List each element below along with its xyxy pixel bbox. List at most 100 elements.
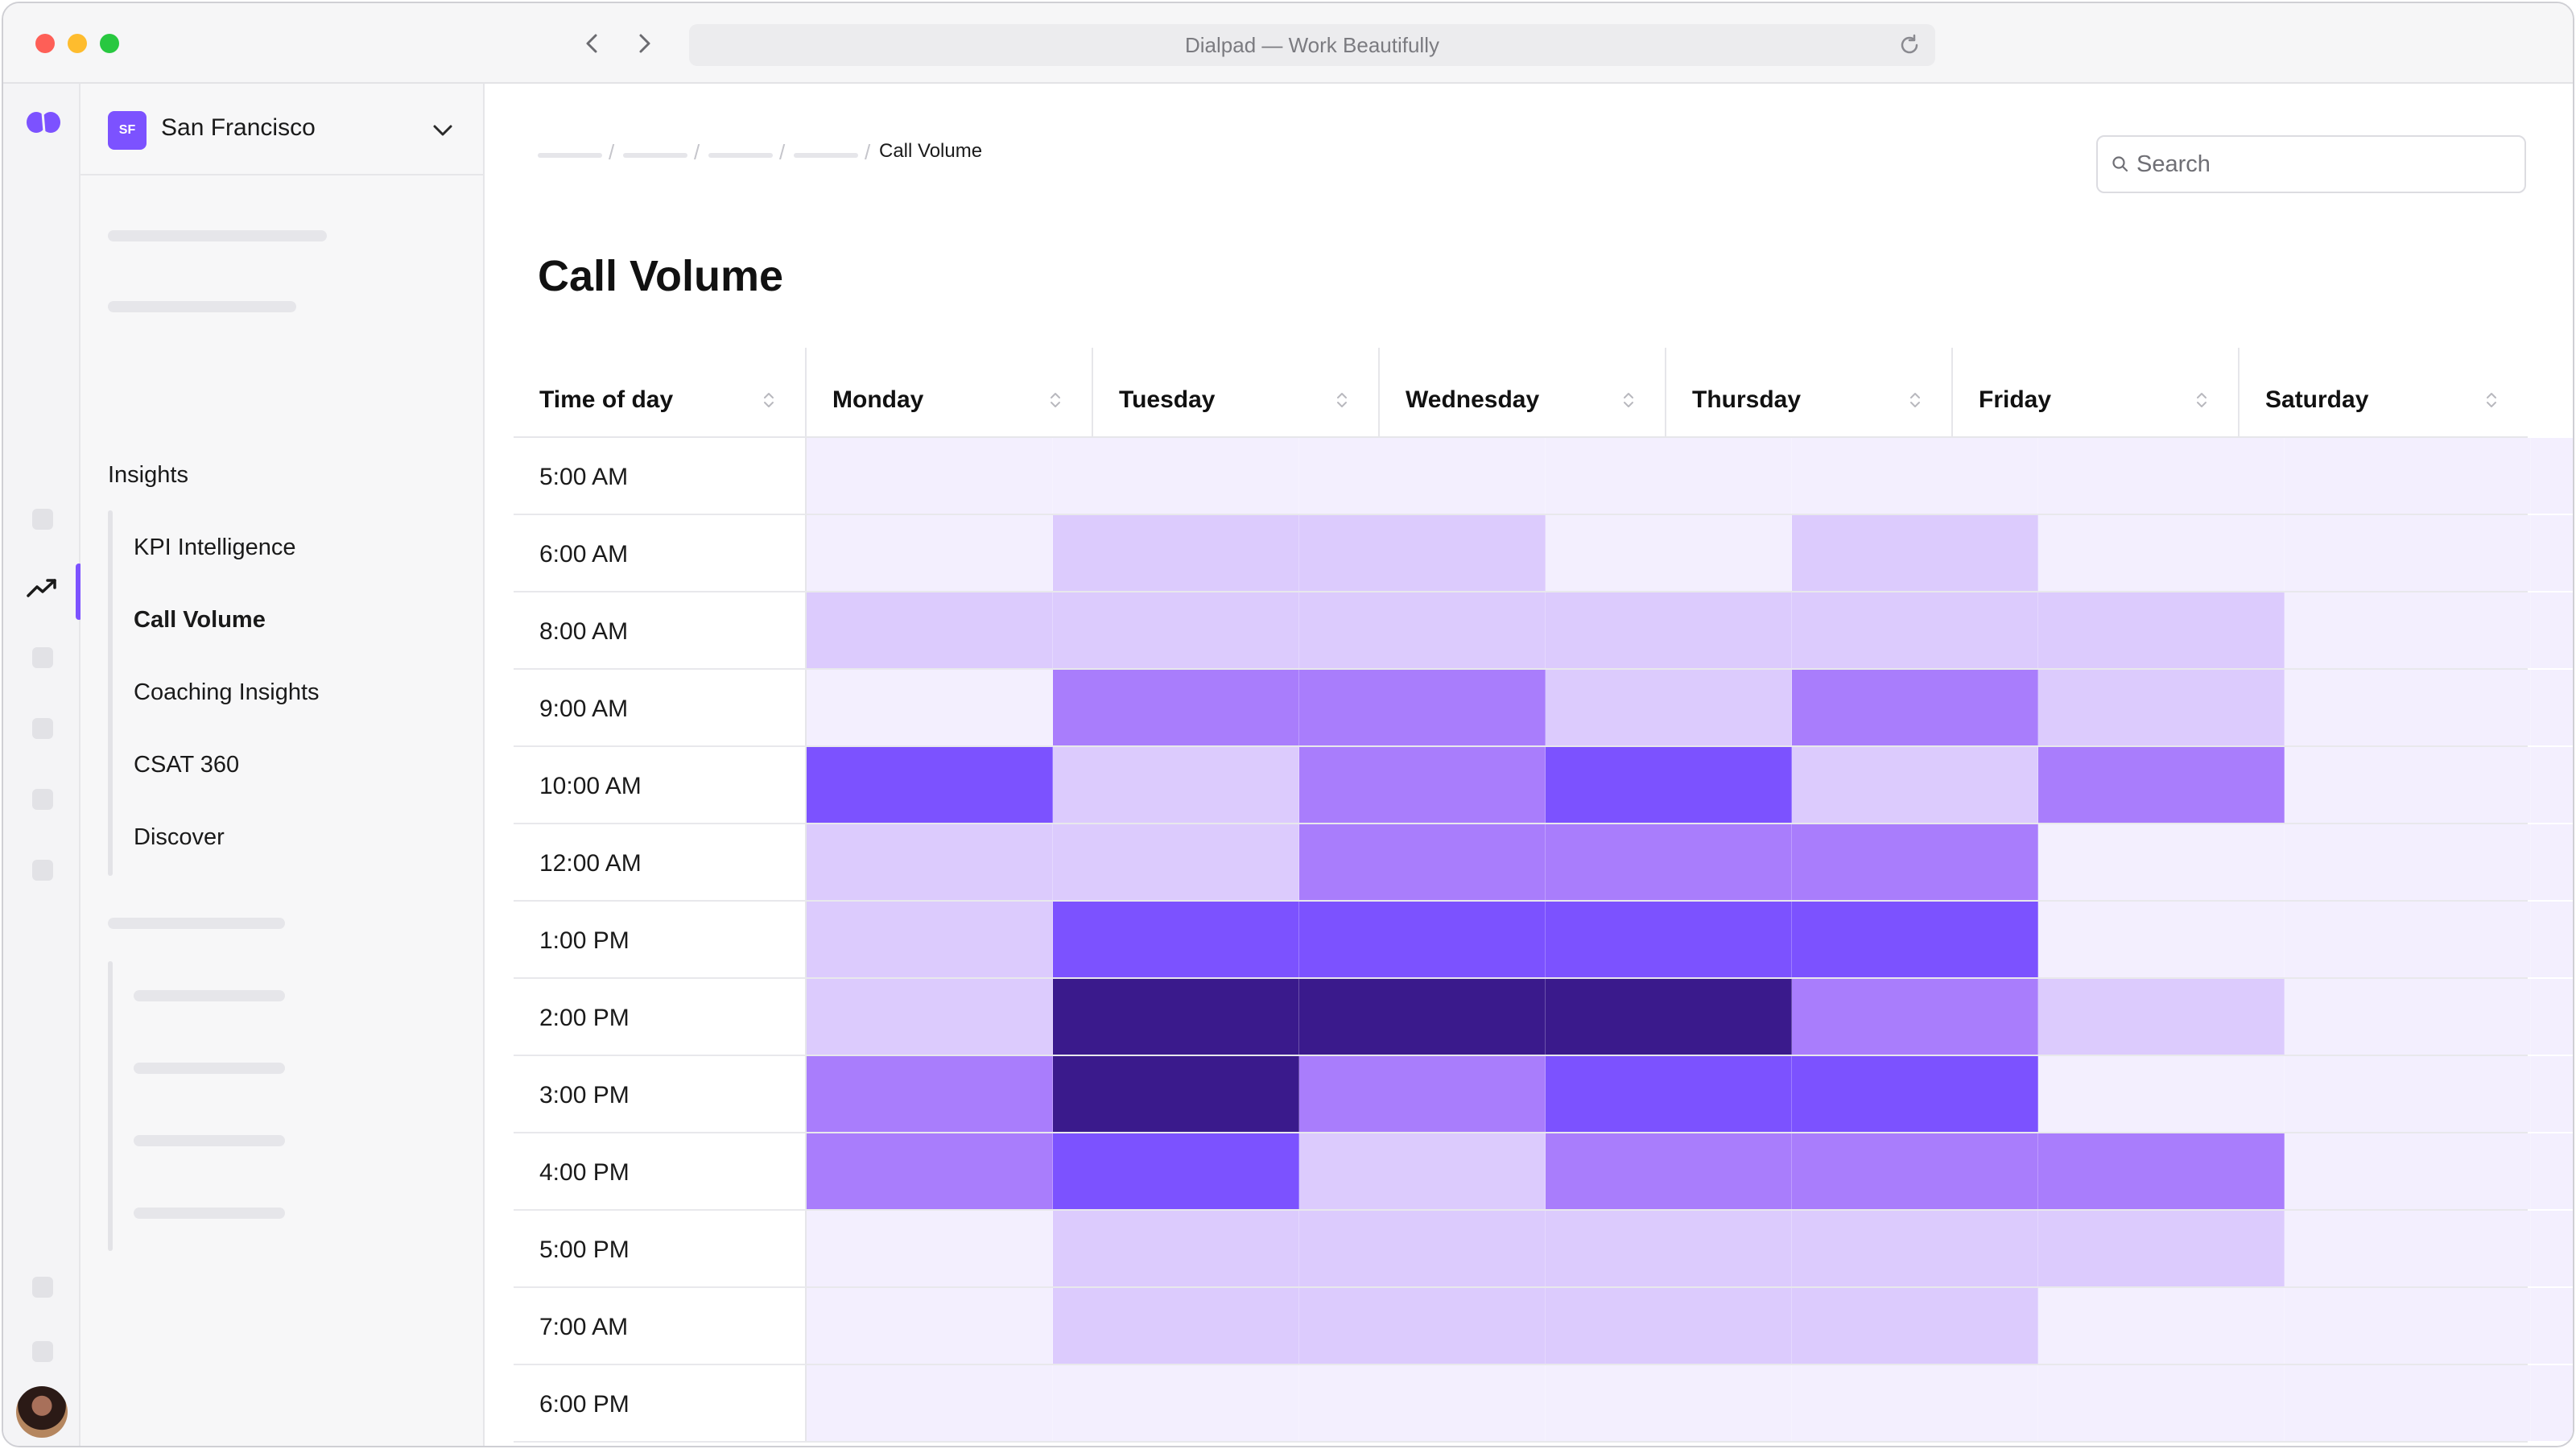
rail-placeholder-icon[interactable] bbox=[32, 789, 53, 810]
heatmap-cell[interactable] bbox=[2285, 747, 2531, 823]
heatmap-cell[interactable] bbox=[1053, 824, 1299, 900]
heatmap-cell[interactable] bbox=[1299, 902, 1546, 977]
heatmap-cell[interactable] bbox=[807, 824, 1053, 900]
insights-rail-button[interactable] bbox=[24, 570, 60, 605]
heatmap-cell[interactable] bbox=[2285, 1288, 2531, 1364]
heatmap-cell[interactable] bbox=[807, 747, 1053, 823]
heatmap-cell[interactable] bbox=[1299, 438, 1546, 514]
heatmap-cell[interactable] bbox=[1792, 1211, 2038, 1286]
heatmap-cell[interactable] bbox=[1053, 592, 1299, 668]
sort-icon[interactable] bbox=[1621, 390, 1636, 411]
heatmap-cell[interactable] bbox=[1792, 1288, 2038, 1364]
heatmap-cell[interactable] bbox=[1053, 1365, 1299, 1441]
heatmap-cell[interactable] bbox=[1546, 747, 1792, 823]
sidebar-item-kpi-intelligence[interactable]: KPI Intelligence bbox=[134, 535, 296, 560]
heatmap-cell[interactable] bbox=[2531, 902, 2573, 977]
heatmap-cell[interactable] bbox=[2285, 1056, 2531, 1132]
breadcrumb-placeholder[interactable] bbox=[538, 153, 602, 158]
user-avatar[interactable] bbox=[16, 1386, 68, 1438]
heatmap-cell[interactable] bbox=[1546, 1365, 1792, 1441]
chevron-down-icon[interactable] bbox=[430, 118, 456, 143]
heatmap-cell[interactable] bbox=[1299, 1056, 1546, 1132]
heatmap-cell[interactable] bbox=[1792, 747, 2038, 823]
heatmap-cell[interactable] bbox=[807, 902, 1053, 977]
heatmap-cell[interactable] bbox=[1546, 824, 1792, 900]
heatmap-cell[interactable] bbox=[2285, 1365, 2531, 1441]
heatmap-cell[interactable] bbox=[2038, 592, 2285, 668]
heatmap-cell[interactable] bbox=[2285, 1133, 2531, 1209]
sort-icon[interactable] bbox=[1908, 390, 1922, 411]
heatmap-cell[interactable] bbox=[1299, 1211, 1546, 1286]
heatmap-cell[interactable] bbox=[2038, 747, 2285, 823]
heatmap-cell[interactable] bbox=[807, 670, 1053, 745]
heatmap-cell[interactable] bbox=[1546, 1133, 1792, 1209]
heatmap-cell[interactable] bbox=[2531, 438, 2573, 514]
heatmap-cell[interactable] bbox=[1053, 902, 1299, 977]
search-input[interactable]: Search bbox=[2136, 151, 2211, 177]
heatmap-cell[interactable] bbox=[2285, 979, 2531, 1055]
heatmap-cell[interactable] bbox=[1053, 1056, 1299, 1132]
heatmap-cell[interactable] bbox=[807, 1365, 1053, 1441]
heatmap-cell[interactable] bbox=[1792, 1056, 2038, 1132]
heatmap-cell[interactable] bbox=[2531, 670, 2573, 745]
sort-icon[interactable] bbox=[2484, 390, 2499, 411]
heatmap-cell[interactable] bbox=[1299, 1288, 1546, 1364]
heatmap-cell[interactable] bbox=[1792, 902, 2038, 977]
forward-button[interactable] bbox=[628, 27, 660, 60]
heatmap-cell[interactable] bbox=[807, 515, 1053, 591]
heatmap-cell[interactable] bbox=[1792, 1133, 2038, 1209]
heatmap-cell[interactable] bbox=[1053, 670, 1299, 745]
sort-icon[interactable] bbox=[2194, 390, 2209, 411]
heatmap-cell[interactable] bbox=[1792, 438, 2038, 514]
heatmap-cell[interactable] bbox=[2285, 670, 2531, 745]
heatmap-cell[interactable] bbox=[2531, 1133, 2573, 1209]
heatmap-cell[interactable] bbox=[2531, 747, 2573, 823]
column-header[interactable]: Friday bbox=[1953, 348, 2240, 436]
heatmap-cell[interactable] bbox=[807, 1056, 1053, 1132]
heatmap-cell[interactable] bbox=[1792, 515, 2038, 591]
heatmap-cell[interactable] bbox=[2038, 438, 2285, 514]
heatmap-cell[interactable] bbox=[1546, 1288, 1792, 1364]
heatmap-cell[interactable] bbox=[1792, 979, 2038, 1055]
heatmap-cell[interactable] bbox=[1053, 515, 1299, 591]
sidebar-item-coaching-insights[interactable]: Coaching Insights bbox=[134, 679, 320, 705]
heatmap-cell[interactable] bbox=[2038, 1365, 2285, 1441]
heatmap-cell[interactable] bbox=[1299, 1365, 1546, 1441]
heatmap-cell[interactable] bbox=[2285, 1211, 2531, 1286]
column-header[interactable]: Tuesday bbox=[1093, 348, 1380, 436]
column-header[interactable]: Saturday bbox=[2240, 348, 2528, 436]
heatmap-cell[interactable] bbox=[2285, 438, 2531, 514]
address-bar[interactable]: Dialpad — Work Beautifully bbox=[689, 24, 1935, 66]
heatmap-cell[interactable] bbox=[807, 438, 1053, 514]
heatmap-cell[interactable] bbox=[2285, 515, 2531, 591]
heatmap-cell[interactable] bbox=[1299, 1133, 1546, 1209]
rail-placeholder-icon[interactable] bbox=[32, 718, 53, 739]
rail-placeholder-icon[interactable] bbox=[32, 1341, 53, 1362]
heatmap-cell[interactable] bbox=[1053, 438, 1299, 514]
heatmap-cell[interactable] bbox=[2531, 515, 2573, 591]
maximize-window-button[interactable] bbox=[100, 34, 119, 53]
back-button[interactable] bbox=[576, 27, 609, 60]
heatmap-cell[interactable] bbox=[1299, 747, 1546, 823]
heatmap-cell[interactable] bbox=[1546, 592, 1792, 668]
heatmap-cell[interactable] bbox=[1546, 1056, 1792, 1132]
heatmap-cell[interactable] bbox=[1053, 1211, 1299, 1286]
heatmap-cell[interactable] bbox=[1546, 979, 1792, 1055]
sort-icon[interactable] bbox=[1048, 390, 1063, 411]
column-header[interactable]: Wednesday bbox=[1380, 348, 1666, 436]
sidebar-item-csat-360[interactable]: CSAT 360 bbox=[134, 752, 240, 778]
heatmap-cell[interactable] bbox=[1053, 1133, 1299, 1209]
heatmap-cell[interactable] bbox=[1299, 824, 1546, 900]
heatmap-cell[interactable] bbox=[2038, 515, 2285, 591]
heatmap-cell[interactable] bbox=[2285, 902, 2531, 977]
heatmap-cell[interactable] bbox=[1546, 515, 1792, 591]
heatmap-cell[interactable] bbox=[1792, 1365, 2038, 1441]
heatmap-cell[interactable] bbox=[807, 1133, 1053, 1209]
dialpad-logo-icon[interactable] bbox=[24, 108, 63, 137]
heatmap-cell[interactable] bbox=[1546, 438, 1792, 514]
heatmap-cell[interactable] bbox=[1053, 747, 1299, 823]
heatmap-cell[interactable] bbox=[1299, 979, 1546, 1055]
heatmap-cell[interactable] bbox=[1299, 515, 1546, 591]
reload-icon[interactable] bbox=[1897, 32, 1922, 58]
heatmap-cell[interactable] bbox=[2038, 670, 2285, 745]
